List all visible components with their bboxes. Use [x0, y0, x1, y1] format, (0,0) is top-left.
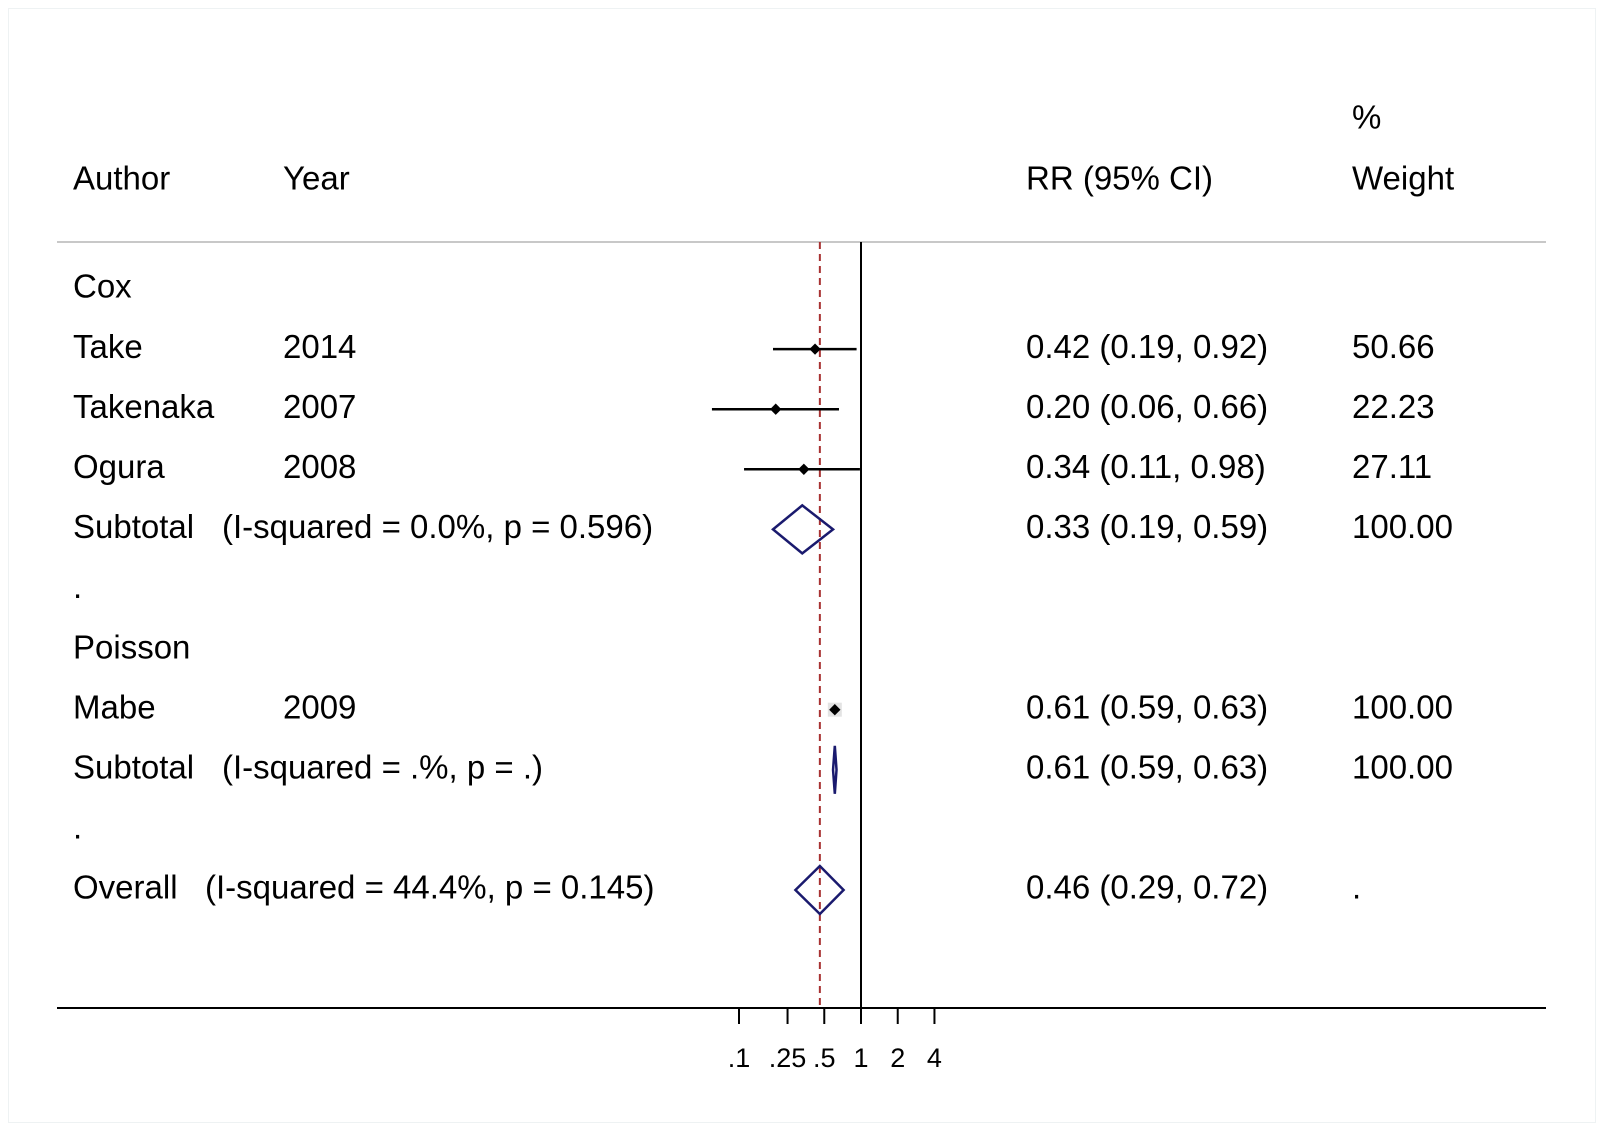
header-weight-percent: % — [1352, 99, 1381, 136]
x-axis-tick-label: .25 — [769, 1043, 807, 1073]
overall-effect-text: 0.46 (0.29, 0.72) — [1026, 869, 1268, 906]
subtotal-effect-text: 0.33 (0.19, 0.59) — [1026, 508, 1268, 545]
study-author: Take — [73, 328, 143, 365]
study-point — [770, 403, 782, 415]
study-point — [798, 463, 810, 475]
study-year: 2008 — [283, 448, 356, 485]
x-axis-tick-label: 4 — [927, 1043, 942, 1073]
subtotal-label: Subtotal — [73, 508, 194, 545]
study-effect-text: 0.42 (0.19, 0.92) — [1026, 328, 1268, 365]
study-author: Ogura — [73, 448, 165, 485]
subtotal-heterogeneity: (I-squared = .%, p = .) — [222, 749, 543, 786]
study-weight: 100.00 — [1352, 688, 1453, 725]
overall-label: Overall — [73, 869, 178, 906]
group-label: Poisson — [73, 628, 190, 665]
subtotal-diamond — [771, 503, 836, 556]
study-effect-text: 0.20 (0.06, 0.66) — [1026, 388, 1268, 425]
x-axis-tick-label: .5 — [813, 1043, 836, 1073]
subtotal-effect-text: 0.61 (0.59, 0.63) — [1026, 749, 1268, 786]
group-spacer: . — [73, 809, 82, 846]
study-year: 2014 — [283, 328, 356, 365]
study-effect-text: 0.61 (0.59, 0.63) — [1026, 688, 1268, 725]
subtotal-diamond — [831, 745, 838, 794]
x-axis-tick-label: 2 — [890, 1043, 905, 1073]
overall-diamond — [793, 864, 846, 916]
study-year: 2007 — [283, 388, 356, 425]
subtotal-weight: 100.00 — [1352, 508, 1453, 545]
group-spacer: . — [73, 568, 82, 605]
study-author: Mabe — [73, 688, 156, 725]
study-point — [809, 343, 821, 355]
study-year: 2009 — [283, 688, 356, 725]
group-label: Cox — [73, 268, 132, 305]
subtotal-label: Subtotal — [73, 749, 194, 786]
study-weight: 50.66 — [1352, 328, 1435, 365]
overall-weight: . — [1352, 869, 1361, 906]
header-author: Author — [73, 160, 170, 197]
study-effect-text: 0.34 (0.11, 0.98) — [1026, 448, 1266, 485]
subtotal-weight: 100.00 — [1352, 749, 1453, 786]
chart-frame — [8, 8, 1596, 1123]
header-weight: Weight — [1352, 160, 1454, 197]
study-author: Takenaka — [73, 388, 215, 425]
x-axis-tick-label: 1 — [853, 1043, 868, 1073]
subtotal-heterogeneity: (I-squared = 0.0%, p = 0.596) — [222, 508, 653, 545]
study-weight: 27.11 — [1352, 448, 1432, 485]
study-weight: 22.23 — [1352, 388, 1435, 425]
x-axis-tick-label: .1 — [728, 1043, 751, 1073]
header-effect: RR (95% CI) — [1026, 160, 1213, 197]
header-year: Year — [283, 160, 350, 197]
overall-heterogeneity: (I-squared = 44.4%, p = 0.145) — [205, 869, 654, 906]
study-point — [829, 704, 841, 716]
